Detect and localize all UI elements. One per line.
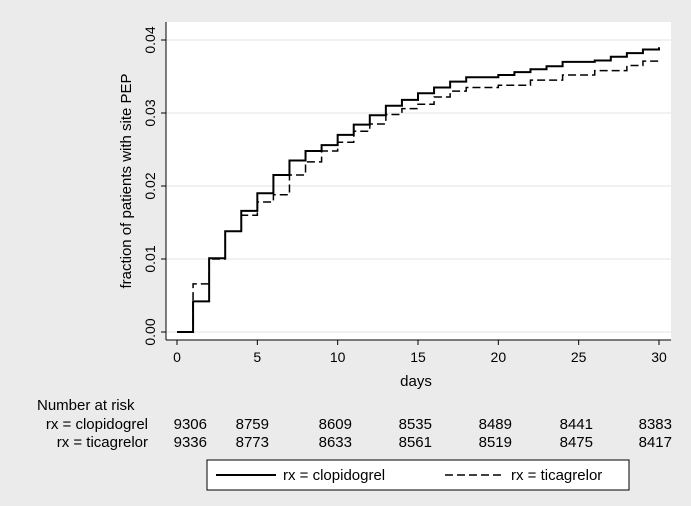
risk-value: 8773 xyxy=(236,434,269,451)
y-tick-label: 0.01 xyxy=(142,245,158,272)
risk-value: 8475 xyxy=(560,434,593,451)
risk-value: 9306 xyxy=(174,416,207,433)
risk-table: rx = clopidogrel 9306 8759 8609 8535 8489 8441… xyxy=(46,416,672,451)
x-tick-label: 0 xyxy=(173,349,181,365)
y-tick-label: 0.00 xyxy=(142,318,158,345)
risk-value: 8633 xyxy=(319,434,352,451)
risk-value: 8535 xyxy=(399,416,432,433)
risk-row-label: rx = ticagrelor xyxy=(57,434,148,451)
x-axis-label: days xyxy=(400,373,432,390)
risk-value: 9336 xyxy=(174,434,207,451)
risk-table-title: Number at risk xyxy=(37,397,135,414)
risk-value: 8417 xyxy=(639,434,672,451)
legend: rx = clopidogrel rx = ticagrelor xyxy=(206,459,630,491)
x-tick-label: 15 xyxy=(410,349,426,365)
series-group xyxy=(177,47,660,333)
risk-value: 8561 xyxy=(399,434,432,451)
risk-row-label: rx = clopidogrel xyxy=(46,416,148,433)
y-tick-label: 0.02 xyxy=(142,172,158,199)
risk-value: 8609 xyxy=(319,416,352,433)
risk-value: 8441 xyxy=(560,416,593,433)
y-axis-label: fraction of patients with site PEP xyxy=(118,73,135,288)
x-tick-label: 5 xyxy=(253,349,261,365)
y-tick-label: 0.04 xyxy=(142,26,158,53)
legend-box xyxy=(206,459,630,491)
legend-label-ticagrelor: rx = ticagrelor xyxy=(511,467,602,484)
x-tick-label: 20 xyxy=(491,349,507,365)
plot-background xyxy=(166,22,671,340)
x-tick-label: 25 xyxy=(571,349,587,365)
risk-value: 8383 xyxy=(639,416,672,433)
legend-label-clopidogrel: rx = clopidogrel xyxy=(283,467,385,484)
risk-value: 8519 xyxy=(479,434,512,451)
series-line-ticagrelor xyxy=(177,58,660,333)
x-tick-label: 30 xyxy=(651,349,667,365)
risk-value: 8489 xyxy=(479,416,512,433)
grid-lines xyxy=(166,39,671,333)
y-tick-label: 0.03 xyxy=(142,99,158,126)
risk-value: 8759 xyxy=(236,416,269,433)
x-tick-label: 10 xyxy=(330,349,346,365)
axes: 0.00 0.01 0.02 0.03 0.04 0 5 10 15 20 25 30 xyxy=(142,22,671,365)
